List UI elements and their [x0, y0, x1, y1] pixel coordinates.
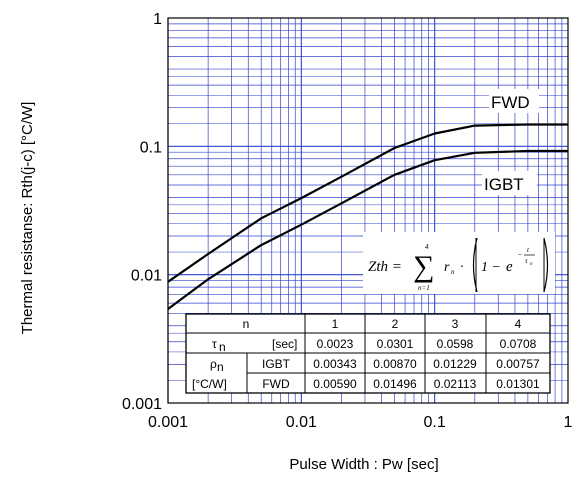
y-tick-label: 0.001: [122, 396, 162, 413]
fwd-label-background: [489, 89, 539, 113]
table-header-n: n: [243, 317, 250, 331]
igbt-value-2: 0.00870: [373, 357, 417, 371]
formula-dot: ·: [460, 260, 464, 275]
x-tick-label: 1: [564, 414, 573, 431]
fwd-value-3: 0.02113: [434, 377, 477, 391]
igbt-row-label: IGBT: [262, 357, 291, 371]
x-tick-label: 0.1: [424, 414, 446, 431]
y-axis-label: Thermal resistanse: Rth(j-c) [°C/W]: [19, 102, 36, 335]
sigma-icon: ∑: [413, 250, 434, 283]
formula-exp-den: τ: [525, 257, 528, 265]
tau-subscript: n: [219, 340, 226, 354]
tau-value-2: 0.0301: [377, 337, 414, 351]
tau-symbol: τ: [212, 337, 217, 351]
formula-r-sub: n: [451, 268, 455, 276]
formula-exp-num: t: [527, 246, 530, 254]
table-header-3: 3: [452, 317, 459, 331]
x-axis-label: Pulse Width : Pw [sec]: [289, 456, 438, 473]
igbt-value-3: 0.01229: [433, 357, 477, 371]
formula-lhs: Zth =: [368, 259, 402, 275]
fwd-value-2: 0.01496: [373, 377, 417, 391]
rho-symbol: ρ: [210, 357, 217, 371]
parameter-table: n 1 2 3 4 τ n [sec] 0.0023 0.0301 0.0598…: [185, 313, 551, 394]
y-tick-label: 1: [153, 11, 162, 28]
table-header-1: 1: [332, 317, 339, 331]
x-tick-label: 0.001: [148, 414, 188, 431]
tau-value-4: 0.0708: [500, 337, 537, 351]
rho-subscript: n: [217, 360, 224, 374]
series-group: [167, 123, 568, 310]
formula-r: r: [444, 260, 450, 275]
x-tick-label: 0.01: [286, 414, 317, 431]
formula-one-minus: 1 −: [481, 260, 501, 275]
series-line-igbt: [167, 149, 568, 310]
plot-frame: [167, 17, 569, 404]
tau-value-1: 0.0023: [317, 337, 354, 351]
formula-box: Zth = ∑ 4 n=1 r n · 1 − e − t τ n: [363, 232, 555, 294]
table-header-4: 4: [515, 317, 522, 331]
tick-labels: 0.001 0.01 0.1 1 0.001 0.01 0.1 1: [122, 11, 573, 431]
fwd-value-1: 0.00590: [313, 377, 357, 391]
formula-exp-den-sub: n: [530, 262, 533, 267]
y-tick-label: 0.01: [131, 268, 162, 285]
formula-paren-right: [543, 237, 549, 293]
fwd-value-4: 0.01301: [496, 377, 540, 391]
formula-sum-top: 4: [425, 243, 429, 251]
series-label-igbt: IGBT: [484, 175, 524, 194]
igbt-value-1: 0.00343: [313, 357, 357, 371]
tau-value-3: 0.0598: [437, 337, 474, 351]
tau-unit: [sec]: [272, 337, 297, 351]
formula-exp-minus: −: [517, 250, 522, 259]
table-header-2: 2: [392, 317, 399, 331]
igbt-value-4: 0.00757: [496, 357, 540, 371]
formula-e: e: [506, 259, 513, 275]
igbt-label-background: [482, 171, 537, 195]
series-label-fwd: FWD: [491, 93, 530, 112]
series-line-fwd: [167, 123, 568, 283]
formula-background: [363, 232, 555, 294]
rho-unit: [°C/W]: [192, 377, 227, 391]
table-rules: [186, 314, 550, 393]
fwd-row-label: FWD: [262, 377, 290, 391]
formula-sum-bottom: n=1: [418, 284, 430, 292]
y-tick-label: 0.1: [140, 139, 162, 156]
